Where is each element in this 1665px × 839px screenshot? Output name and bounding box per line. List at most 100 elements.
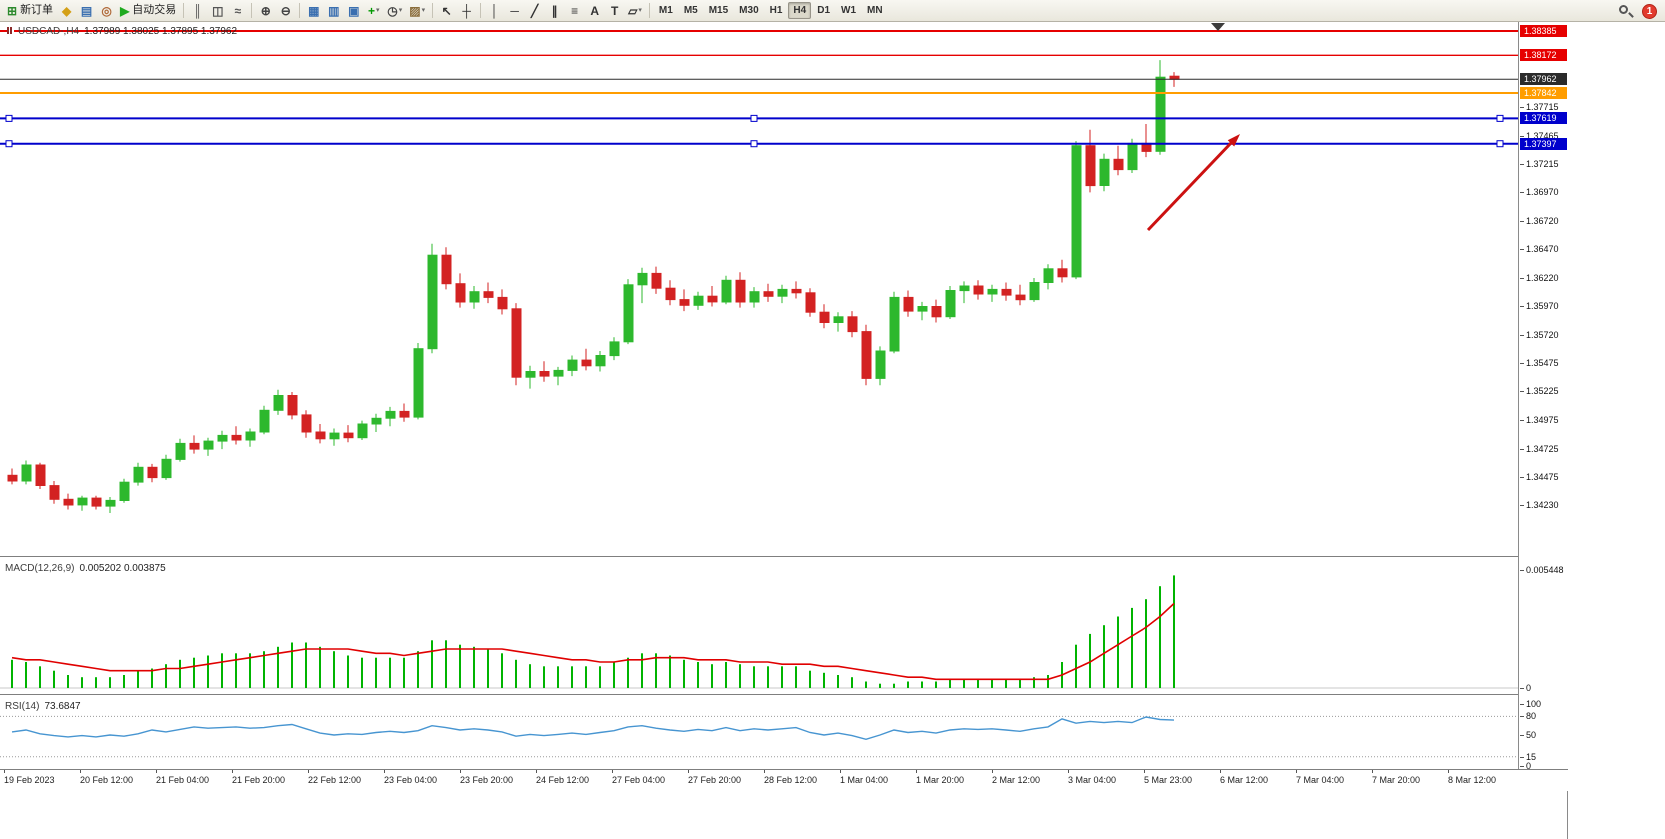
vertical-line-icon[interactable]: │ [490, 3, 499, 18]
navigator-icon[interactable]: ◎ [101, 3, 112, 18]
rsi-pane[interactable] [0, 696, 1518, 769]
candle [147, 466, 158, 479]
macd-pane[interactable] [0, 558, 1518, 694]
tile-horizontal-icon[interactable]: ▥ [328, 3, 340, 18]
trendline-icon[interactable]: ╱ [531, 3, 539, 18]
price-tag-1.37397: 1.37397 [1520, 138, 1567, 150]
time-axis: 19 Feb 2023 20 Feb 12:00 21 Feb 04:00 21 Fe… [0, 769, 1568, 791]
candle [399, 410, 410, 418]
timeframe-w1-button[interactable]: W1 [841, 5, 857, 16]
timeframe-d1-button[interactable]: D1 [817, 5, 831, 16]
candle [63, 498, 74, 506]
zoom-in-icon[interactable]: ⊕ [260, 3, 271, 18]
time-label: 27 Feb 20:00 [688, 775, 742, 785]
toolbar-separator [251, 3, 253, 18]
toolbar-separator [648, 3, 650, 18]
timeframe-m1-button[interactable]: M1 [658, 5, 673, 16]
time-label: 8 Mar 12:00 [1448, 775, 1497, 785]
horizontal-line-icon[interactable]: ─ [510, 3, 519, 18]
candle [875, 350, 886, 379]
shift-marker-icon[interactable] [1211, 23, 1225, 31]
macd-values: 0.005202 0.003875 [79, 563, 166, 574]
toolbar-right: 1 [1617, 0, 1657, 22]
notification-badge[interactable]: 1 [1642, 3, 1657, 19]
market-watch-icon[interactable]: ◆ [61, 3, 72, 18]
time-label: 24 Feb 12:00 [536, 775, 590, 785]
candle [231, 434, 242, 441]
cursor-icon[interactable]: ↖ [441, 3, 452, 18]
time-tick [536, 770, 537, 773]
arrow-annotation-head[interactable] [1227, 134, 1240, 147]
time-tick [1068, 770, 1069, 773]
time-tick [1296, 770, 1297, 773]
text-icon[interactable]: A [590, 3, 599, 18]
time-tick [232, 770, 233, 773]
candle [245, 431, 256, 441]
fibonacci-icon[interactable]: ≡ [571, 3, 579, 18]
candlestick-chart-icon[interactable]: ◫ [212, 3, 224, 18]
candle [791, 288, 802, 294]
candle [497, 296, 508, 310]
candle [413, 348, 424, 418]
rsi-scale-label: 80 [1520, 711, 1536, 721]
toolbar-separator [299, 3, 301, 18]
line-handle[interactable] [5, 114, 13, 122]
candle [357, 423, 368, 439]
tile-vertical-icon[interactable]: ▣ [348, 3, 360, 18]
line-chart-icon[interactable]: ≈ [234, 3, 242, 18]
time-tick [992, 770, 993, 773]
candle [329, 432, 340, 440]
candle [623, 284, 634, 343]
bar-chart-icon[interactable]: ║ [193, 3, 203, 18]
candlestick-pane[interactable] [0, 22, 1518, 556]
candle [1015, 294, 1026, 301]
price-scale-label: 1.36470 [1520, 244, 1559, 254]
timeframe-m15-button[interactable]: M15 [708, 5, 729, 16]
candle [707, 295, 718, 303]
text-label-icon[interactable]: T [610, 3, 619, 18]
price-scale-label: 1.34975 [1520, 415, 1559, 425]
candle [819, 311, 830, 324]
indicators-icon[interactable]: + ▾ [368, 3, 380, 18]
line-handle[interactable] [1496, 140, 1504, 148]
candle [553, 369, 564, 377]
candle [441, 254, 452, 285]
channel-icon[interactable]: ∥ [551, 3, 558, 18]
timeframe-m5-button[interactable]: M5 [683, 5, 698, 16]
shapes-icon[interactable]: ▱ ▾ [628, 3, 642, 18]
timeframe-m30-button[interactable]: M30 [739, 5, 759, 16]
periods-icon[interactable]: ◷ ▾ [387, 3, 403, 18]
line-handle[interactable] [5, 140, 13, 148]
candle [371, 417, 382, 425]
candle [1071, 145, 1082, 278]
pane-separator-rsi[interactable] [0, 694, 1568, 696]
search-lens [1619, 5, 1628, 14]
time-tick [308, 770, 309, 773]
timeframe-mn-button[interactable]: MN [867, 5, 883, 16]
candle [987, 288, 998, 295]
arrow-annotation[interactable] [1146, 141, 1233, 232]
candle [7, 474, 18, 482]
timeframe-h1-button[interactable]: H1 [769, 5, 783, 16]
candle [203, 440, 214, 450]
price-scale-label: 1.36220 [1520, 273, 1559, 283]
new-order-button[interactable]: ⊞ 新订单 [7, 3, 54, 18]
toolbar-separator [183, 3, 185, 18]
line-handle[interactable] [750, 140, 758, 148]
zoom-out-icon[interactable]: ⊖ [280, 3, 291, 18]
pane-separator-macd[interactable] [0, 556, 1568, 558]
current-price-tag: 1.37962 [1520, 73, 1567, 85]
timeframe-h4-button[interactable]: H4 [788, 2, 812, 19]
templates-icon[interactable]: ▨ ▾ [409, 3, 426, 18]
candle [693, 295, 704, 306]
line-handle[interactable] [750, 114, 758, 122]
data-window-icon[interactable]: ▤ [80, 3, 93, 18]
toolbar-items: ⊞ 新订单 ◆ ▤ ◎ ▶ 自动交易 ║ ◫ ≈ ⊕ ⊖ ▦ ▥ ▣ + ▾ ◷ ▾ ▨ ▾ ↖ ┼ │ ─ ╱ ∥ ≡ A T ▱ ▾ M1 M… [4, 0, 888, 22]
autotrading-button[interactable]: ▶ 自动交易 [120, 3, 177, 18]
candle [903, 296, 914, 312]
line-handle[interactable] [1496, 114, 1504, 122]
price-tag-1.38385: 1.38385 [1520, 25, 1567, 37]
crosshair-icon[interactable]: ┼ [462, 3, 471, 18]
tile-windows-icon[interactable]: ▦ [308, 3, 320, 18]
search-icon[interactable] [1617, 3, 1634, 19]
